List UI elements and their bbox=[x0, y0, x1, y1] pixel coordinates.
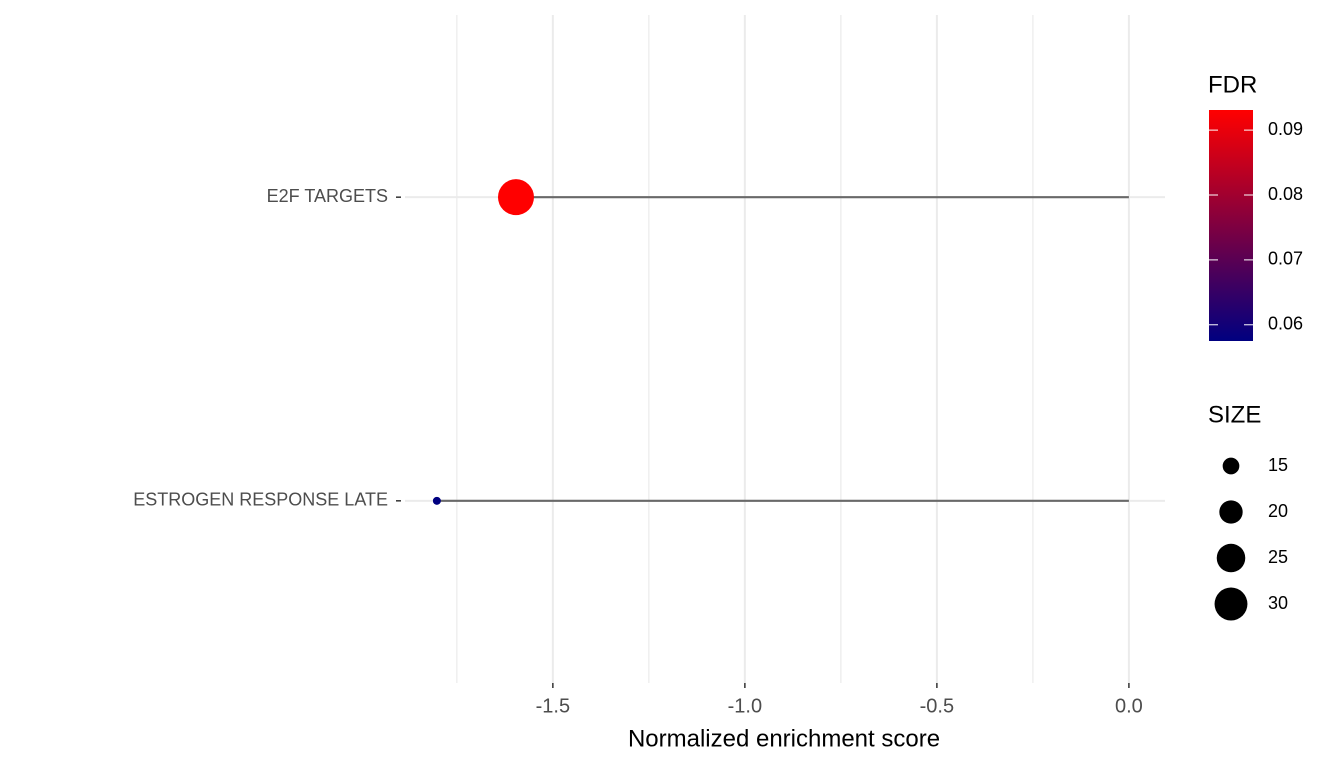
colorbar-label: 0.08 bbox=[1268, 184, 1303, 204]
size-key bbox=[1214, 587, 1248, 621]
x-tick-label: -0.5 bbox=[920, 695, 954, 717]
size-key bbox=[1219, 500, 1243, 524]
colorbar-label: 0.06 bbox=[1268, 314, 1303, 334]
size-label: 15 bbox=[1268, 455, 1288, 475]
x-axis-title: Normalized enrichment score bbox=[628, 725, 940, 752]
size-legend-title: SIZE bbox=[1208, 401, 1261, 428]
size-label: 30 bbox=[1268, 593, 1288, 613]
x-tick-label: 0.0 bbox=[1115, 695, 1143, 717]
lollipop-point bbox=[497, 179, 534, 216]
x-tick-label: -1.0 bbox=[728, 695, 762, 717]
colorbar-label: 0.07 bbox=[1268, 249, 1303, 269]
lollipop-point bbox=[432, 496, 441, 505]
size-label: 25 bbox=[1268, 547, 1288, 567]
size-key bbox=[1222, 457, 1240, 475]
colorbar bbox=[1209, 110, 1253, 341]
x-tick-label: -1.5 bbox=[536, 695, 570, 717]
size-label: 20 bbox=[1268, 501, 1288, 521]
color-legend-title: FDR bbox=[1208, 71, 1257, 98]
size-key bbox=[1216, 543, 1246, 573]
y-tick-label: ESTROGEN RESPONSE LATE bbox=[133, 490, 388, 510]
colorbar-label: 0.09 bbox=[1268, 119, 1303, 139]
y-tick-label: E2F TARGETS bbox=[267, 186, 388, 206]
